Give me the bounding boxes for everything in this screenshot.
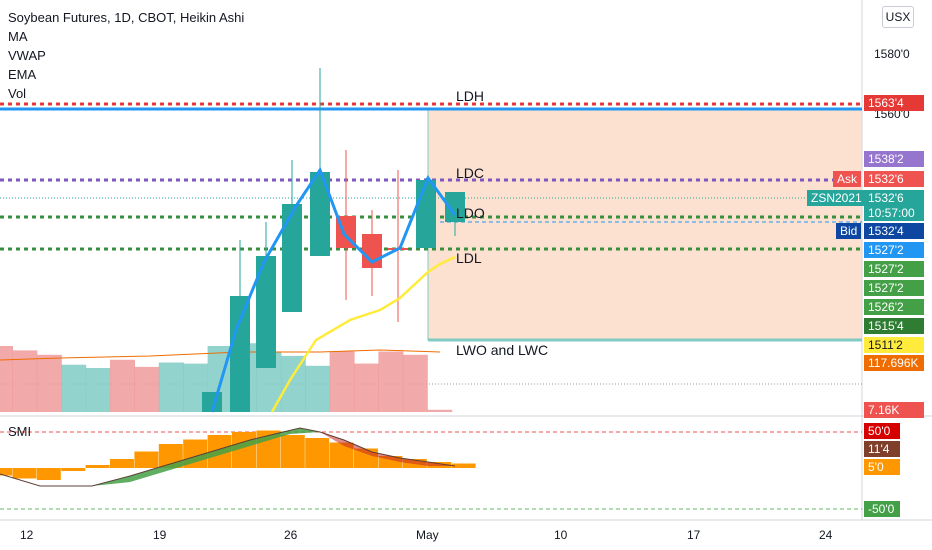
smi-label-lower: -50'0 xyxy=(864,501,900,517)
smi-bar xyxy=(451,463,476,468)
volume-label: 7.16K xyxy=(864,402,924,418)
price-label-5: 1515'4 xyxy=(864,318,924,334)
time-tick: May xyxy=(416,528,439,542)
smi-bar xyxy=(0,468,12,476)
annotation-ldo: LDO xyxy=(456,205,485,221)
smi-bar xyxy=(36,468,61,480)
time-tick: 26 xyxy=(284,528,298,542)
volume-bar xyxy=(134,366,160,412)
smi-bar xyxy=(85,465,110,468)
volume-bar xyxy=(354,363,379,412)
volume-bar xyxy=(36,354,62,412)
smi-bar xyxy=(12,468,37,479)
volume-bar xyxy=(280,355,306,412)
time-tick: 17 xyxy=(687,528,701,542)
range-box xyxy=(428,108,862,340)
chart-title[interactable]: Soybean Futures, 1D, CBOT, Heikin Ashi xyxy=(8,10,245,25)
candles xyxy=(202,68,465,412)
bid-tag: Bid xyxy=(836,223,862,239)
indicator-ema[interactable]: EMA xyxy=(8,67,37,82)
volume-bar xyxy=(305,365,331,412)
smi-bar xyxy=(61,468,86,471)
smi-red-fill xyxy=(320,432,455,466)
indicator-ma[interactable]: MA xyxy=(8,29,28,44)
volume-bar xyxy=(378,351,404,412)
annotation-ldh: LDH xyxy=(456,88,485,104)
smi-label-value: 11'4 xyxy=(864,441,900,457)
volume-bar xyxy=(427,409,453,412)
volume-bar xyxy=(329,351,355,412)
price-label-ldc: 1538'2 xyxy=(864,151,924,167)
volume-bar xyxy=(12,350,38,412)
price-label-3: 1527'2 xyxy=(864,280,924,296)
price-label-ask: 1532'6 xyxy=(864,171,924,187)
candle-body xyxy=(310,172,330,256)
chart-legend: Soybean Futures, 1D, CBOT, Heikin Ashi M… xyxy=(8,8,244,103)
indicator-vwap[interactable]: VWAP xyxy=(8,48,46,63)
volume-bar xyxy=(61,364,87,412)
volume-bar xyxy=(0,346,13,412)
price-label-1: 1527'2 xyxy=(864,242,924,258)
price-label-bid: 1532'4 xyxy=(864,223,924,239)
smi-bar xyxy=(134,451,159,468)
time-tick: 24 xyxy=(819,528,833,542)
annotation-lwo: LWO and LWC xyxy=(456,342,549,358)
time-tick: 19 xyxy=(153,528,167,542)
price-label-4: 1526'2 xyxy=(864,299,924,315)
price-label-2: 1527'2 xyxy=(864,261,924,277)
candle-body xyxy=(282,204,302,312)
annotation-ldl: LDL xyxy=(456,250,482,266)
ask-tag: Ask xyxy=(833,171,862,187)
price-label-last: 1532'6 xyxy=(864,190,924,206)
time-tick: 12 xyxy=(20,528,34,542)
price-label-ldh: 1563'4 xyxy=(864,95,924,111)
volume-bar xyxy=(85,368,111,412)
time-tick: 10 xyxy=(554,528,568,542)
smi-label-upper: 50'0 xyxy=(864,423,900,439)
ma-blue-line xyxy=(210,166,457,413)
countdown-label: 10:57:00 xyxy=(864,205,924,221)
candle-body xyxy=(445,192,465,222)
smi-bar xyxy=(110,459,134,468)
volume-bar xyxy=(402,354,428,412)
candle-body xyxy=(256,256,276,368)
volume-ma-label: 117.696K xyxy=(864,355,924,371)
price-tick: 1580'0 xyxy=(874,47,910,61)
smi-bar xyxy=(280,435,305,468)
symbol-tag: ZSN2021 xyxy=(807,190,866,206)
price-label-lwo: 1511'2 xyxy=(864,337,924,353)
smi-line xyxy=(0,427,456,487)
annotation-ldc: LDC xyxy=(456,165,485,181)
smi-green-fill xyxy=(92,428,320,486)
candle-body xyxy=(416,180,436,248)
smi-bar xyxy=(305,438,330,468)
currency-button[interactable]: USX xyxy=(882,6,914,28)
volume-bar xyxy=(110,359,135,412)
indicator-vol[interactable]: Vol xyxy=(8,86,27,101)
volume-bar xyxy=(158,362,184,412)
candle-body xyxy=(230,296,250,412)
ema-yellow-line xyxy=(270,255,456,413)
smi-indicator-label[interactable]: SMI xyxy=(8,424,32,439)
smi-label-hist: 5'0 xyxy=(864,459,900,475)
